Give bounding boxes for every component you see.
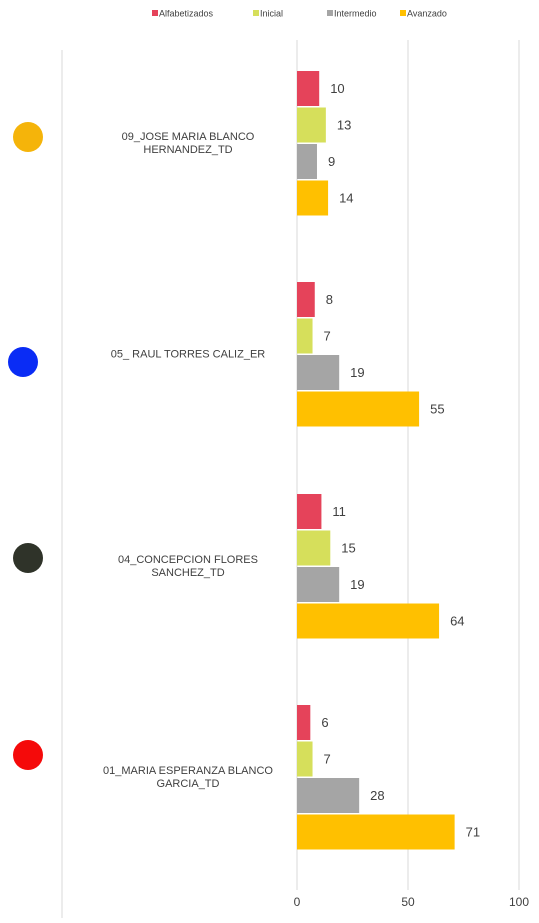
data-label: 8 bbox=[326, 292, 333, 307]
legend-label: Alfabetizados bbox=[159, 8, 214, 18]
category-label: 04_CONCEPCION FLORES SANCHEZ_TD bbox=[118, 554, 258, 579]
status-icon bbox=[13, 543, 43, 573]
data-label: 13 bbox=[337, 117, 351, 132]
bar bbox=[297, 180, 329, 216]
bar bbox=[297, 355, 340, 390]
x-tick-label: 100 bbox=[509, 895, 529, 909]
legend-label: Intermedio bbox=[334, 8, 377, 18]
data-label: 11 bbox=[332, 504, 346, 519]
bar bbox=[297, 107, 326, 143]
bar bbox=[297, 778, 360, 813]
bar bbox=[297, 530, 331, 566]
legend-swatch bbox=[152, 10, 158, 16]
legend-label: Inicial bbox=[260, 8, 283, 18]
data-label: 10 bbox=[330, 81, 344, 96]
bar bbox=[297, 391, 420, 427]
data-label: 64 bbox=[450, 613, 464, 628]
data-label: 28 bbox=[370, 788, 384, 803]
bar bbox=[297, 603, 440, 639]
data-label: 19 bbox=[350, 577, 364, 592]
data-label: 14 bbox=[339, 190, 353, 205]
legend-swatch bbox=[400, 10, 406, 16]
data-label: 19 bbox=[350, 365, 364, 380]
data-label: 9 bbox=[328, 154, 335, 169]
category-label: 05_ RAUL TORRES CALIZ_ER bbox=[110, 348, 266, 361]
legend-swatch bbox=[327, 10, 333, 16]
legend-swatch bbox=[253, 10, 259, 16]
bar bbox=[297, 71, 320, 106]
category-label: 09_JOSE MARIA BLANCO HERNANDEZ_TD bbox=[121, 131, 255, 156]
x-tick-label: 50 bbox=[401, 895, 415, 909]
bar bbox=[297, 282, 315, 317]
status-icon bbox=[13, 122, 43, 152]
legend-label: Avanzado bbox=[407, 8, 447, 18]
data-label: 7 bbox=[324, 328, 331, 343]
bar bbox=[297, 144, 317, 179]
bar bbox=[297, 318, 313, 354]
x-tick-label: 0 bbox=[294, 895, 301, 909]
data-label: 7 bbox=[324, 751, 331, 766]
bar bbox=[297, 705, 311, 740]
status-icon bbox=[8, 347, 38, 377]
bar bbox=[297, 494, 322, 529]
status-icon bbox=[13, 740, 43, 770]
data-label: 55 bbox=[430, 401, 444, 416]
data-label: 71 bbox=[466, 824, 480, 839]
data-label: 6 bbox=[321, 715, 328, 730]
category-label: 01_MARIA ESPERANZA BLANCO GARCIA_TD bbox=[103, 765, 273, 790]
bar bbox=[297, 567, 340, 602]
bar bbox=[297, 741, 313, 777]
bar bbox=[297, 814, 455, 850]
data-label: 15 bbox=[341, 540, 355, 555]
